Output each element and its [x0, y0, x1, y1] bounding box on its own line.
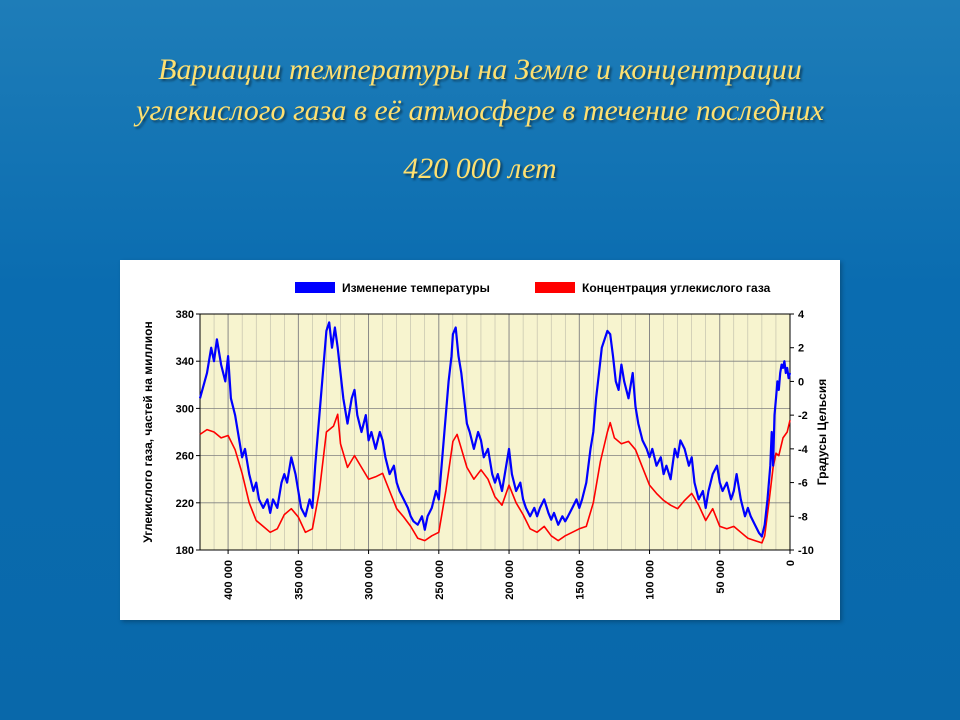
svg-text:340: 340: [176, 356, 194, 368]
svg-text:-10: -10: [798, 545, 814, 557]
title-line-1: Вариации температуры на Земле и концентр…: [158, 53, 802, 86]
svg-text:0: 0: [785, 560, 797, 566]
title-line-2: углекислого газа в её атмосфере в течени…: [136, 94, 824, 127]
svg-text:220: 220: [176, 498, 194, 510]
title-line-3: 420 000 лет: [60, 149, 900, 190]
svg-text:200 000: 200 000: [504, 560, 516, 600]
svg-text:300: 300: [176, 403, 194, 415]
slide-title: Вариации температуры на Земле и концентр…: [60, 50, 900, 190]
slide: Вариации температуры на Земле и концентр…: [0, 0, 960, 720]
svg-text:400 000: 400 000: [223, 560, 235, 600]
svg-text:150 000: 150 000: [574, 560, 586, 600]
legend-co2: Концентрация углекислого газа: [582, 281, 771, 295]
svg-text:380: 380: [176, 309, 194, 321]
svg-text:-2: -2: [798, 410, 808, 422]
y-left-label: Углекислого газа, частей на миллион: [141, 321, 155, 542]
svg-text:350 000: 350 000: [293, 560, 305, 600]
svg-text:0: 0: [798, 376, 804, 388]
chart: 180 220 260 300 340 380 -10 -8 -6 -4 -2 0 2 4 400 000 3…: [120, 260, 840, 620]
svg-text:250 000: 250 000: [434, 560, 446, 600]
svg-text:4: 4: [798, 309, 805, 321]
svg-text:100 000: 100 000: [645, 560, 657, 600]
chart-container: 180 220 260 300 340 380 -10 -8 -6 -4 -2 0 2 4 400 000 3…: [120, 260, 840, 620]
legend-temperature: Изменение температуры: [342, 281, 490, 295]
svg-text:2: 2: [798, 343, 804, 355]
svg-text:300 000: 300 000: [364, 560, 376, 600]
svg-text:50 000: 50 000: [715, 560, 727, 594]
svg-text:180: 180: [176, 545, 194, 557]
svg-text:-4: -4: [798, 444, 809, 456]
svg-text:-8: -8: [798, 511, 808, 523]
svg-text:-6: -6: [798, 478, 808, 490]
svg-text:260: 260: [176, 451, 194, 463]
y-right-label: Градусы Цельсия: [815, 379, 829, 485]
